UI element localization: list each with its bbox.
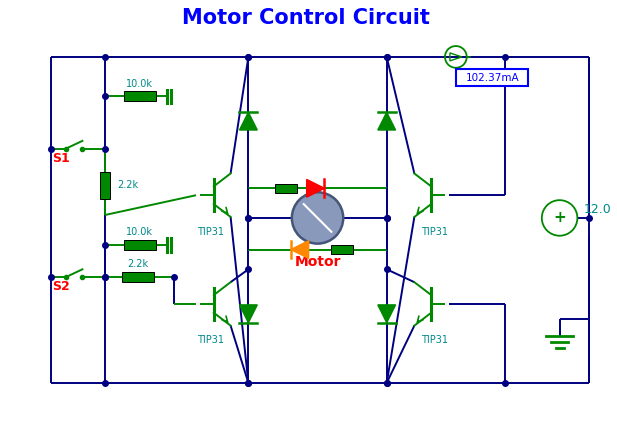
Text: 2.2k: 2.2k bbox=[127, 259, 148, 269]
Text: Motor: Motor bbox=[294, 256, 341, 269]
Text: TIP31: TIP31 bbox=[197, 227, 225, 237]
FancyBboxPatch shape bbox=[457, 69, 529, 86]
Polygon shape bbox=[378, 305, 395, 322]
Polygon shape bbox=[239, 305, 257, 322]
Polygon shape bbox=[239, 112, 257, 130]
Text: TIP31: TIP31 bbox=[421, 227, 447, 237]
Text: 12.0: 12.0 bbox=[583, 203, 611, 216]
Bar bbox=[275, 184, 297, 193]
Text: TIP31: TIP31 bbox=[421, 335, 447, 345]
Text: 10.0k: 10.0k bbox=[126, 227, 153, 237]
Text: +: + bbox=[553, 210, 566, 225]
Text: S2: S2 bbox=[52, 280, 70, 293]
Text: S1: S1 bbox=[52, 152, 70, 164]
Bar bbox=[122, 272, 154, 282]
Polygon shape bbox=[378, 112, 395, 130]
Bar bbox=[331, 245, 353, 254]
Text: 10.0k: 10.0k bbox=[126, 78, 153, 89]
Bar bbox=[124, 240, 155, 250]
Polygon shape bbox=[307, 179, 325, 197]
Text: 102.37mA: 102.37mA bbox=[466, 73, 520, 83]
Text: 2.2k: 2.2k bbox=[117, 180, 138, 190]
Bar bbox=[100, 172, 110, 199]
Polygon shape bbox=[291, 241, 308, 259]
Bar bbox=[124, 92, 155, 101]
Text: TIP31: TIP31 bbox=[197, 335, 225, 345]
Text: Motor Control Circuit: Motor Control Circuit bbox=[182, 9, 429, 29]
Circle shape bbox=[292, 192, 343, 244]
